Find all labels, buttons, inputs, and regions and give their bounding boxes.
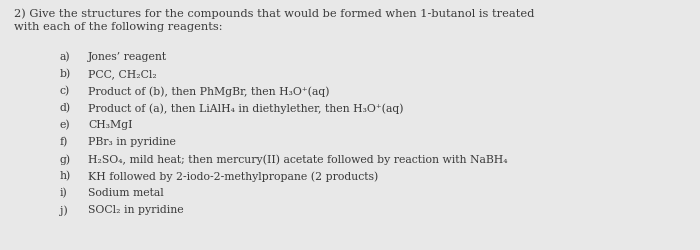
Text: H₂SO₄, mild heat; then mercury(II) acetate followed by reaction with NaBH₄: H₂SO₄, mild heat; then mercury(II) aceta… <box>88 154 508 164</box>
Text: j): j) <box>60 205 68 216</box>
Text: Sodium metal: Sodium metal <box>88 188 164 198</box>
Text: Jones’ reagent: Jones’ reagent <box>88 52 167 62</box>
Text: b): b) <box>60 69 71 79</box>
Text: i): i) <box>60 188 68 198</box>
Text: a): a) <box>60 52 71 62</box>
Text: with each of the following reagents:: with each of the following reagents: <box>14 22 223 32</box>
Text: c): c) <box>60 86 70 96</box>
Text: 2) Give the structures for the compounds that would be formed when 1-butanol is : 2) Give the structures for the compounds… <box>14 8 534 18</box>
Text: SOCl₂ in pyridine: SOCl₂ in pyridine <box>88 205 183 215</box>
Text: CH₃MgI: CH₃MgI <box>88 120 132 130</box>
Text: f): f) <box>60 137 69 147</box>
Text: e): e) <box>60 120 71 130</box>
Text: Product of (b), then PhMgBr, then H₃O⁺(aq): Product of (b), then PhMgBr, then H₃O⁺(a… <box>88 86 330 97</box>
Text: d): d) <box>60 103 71 113</box>
Text: KH followed by 2-iodo-2-methylpropane (2 products): KH followed by 2-iodo-2-methylpropane (2… <box>88 171 378 181</box>
Text: g): g) <box>60 154 71 164</box>
Text: PCC, CH₂Cl₂: PCC, CH₂Cl₂ <box>88 69 157 79</box>
Text: PBr₃ in pyridine: PBr₃ in pyridine <box>88 137 176 147</box>
Text: h): h) <box>60 171 71 181</box>
Text: Product of (a), then LiAlH₄ in diethylether, then H₃O⁺(aq): Product of (a), then LiAlH₄ in diethylet… <box>88 103 403 114</box>
